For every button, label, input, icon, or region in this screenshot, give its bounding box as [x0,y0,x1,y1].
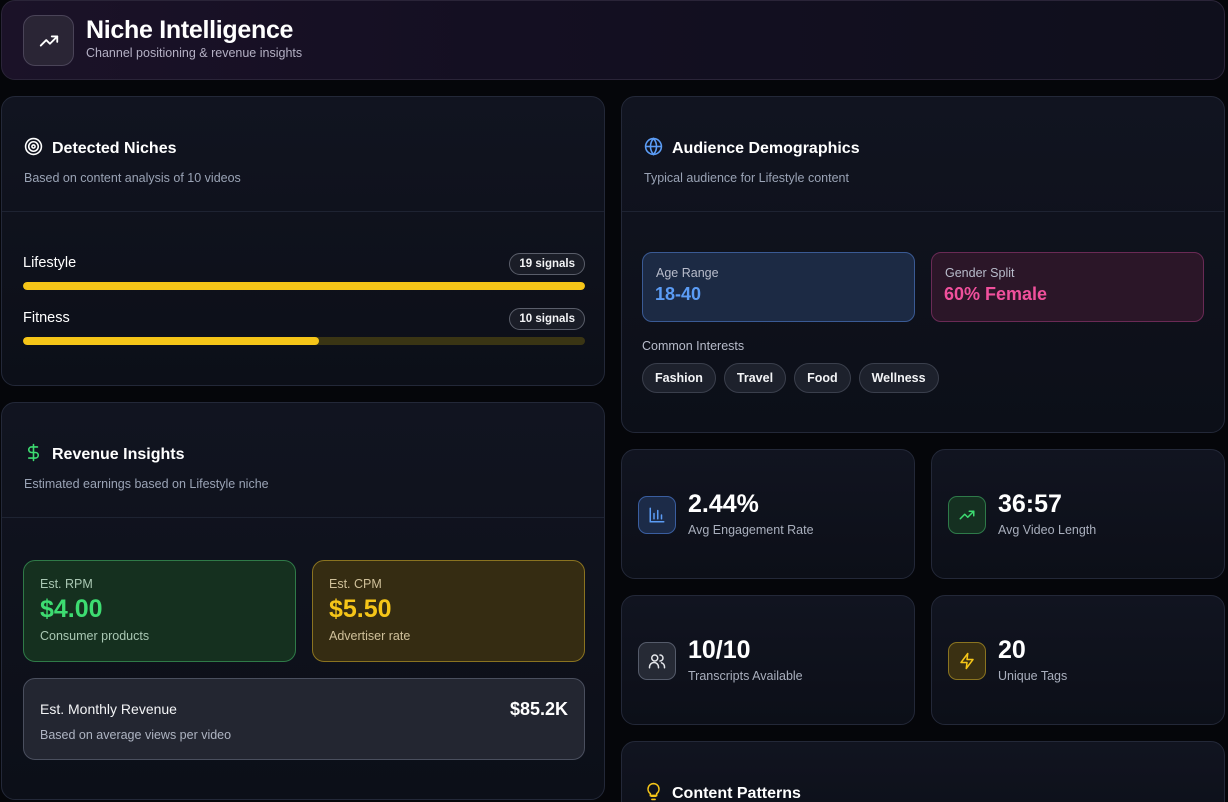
content-patterns-card: Content Patterns [621,741,1225,802]
rpm-box: Est. RPM $4.00 Consumer products [23,560,296,662]
cpm-value: $5.50 [329,595,392,623]
card-title: Detected Niches [52,140,177,157]
globe-icon [644,137,663,161]
interests-label: Common Interests [642,339,745,353]
target-icon [24,137,43,161]
rpm-note: Consumer products [40,629,150,643]
transcripts-label: Transcripts Available [688,669,803,683]
tags-label: Unique Tags [998,669,1068,683]
tags-value: 20 [998,636,1026,664]
gender-split-box: Gender Split 60% Female [931,252,1204,322]
gender-split-value: 60% Female [944,284,1048,304]
card-header: Detected Niches Based on content analysi… [2,97,604,212]
rpm-value: $4.00 [40,595,103,623]
page-header: Niche Intelligence Channel positioning &… [1,0,1225,80]
users-icon [638,642,676,680]
monthly-revenue-note: Based on average views per video [40,728,232,742]
signal-badge: 10 signals [509,308,585,330]
video-length-stat-card: 36:57 Avg Video Length [931,449,1225,579]
age-range-box: Age Range 18-40 [642,252,915,322]
lightbulb-icon [644,782,663,802]
niche-progress-track [23,337,585,345]
card-subtitle: Typical audience for Lifestyle content [644,171,849,185]
monthly-revenue-value: $85.2K [509,699,568,719]
page-subtitle: Channel positioning & revenue insights [86,46,303,60]
interest-chip: Wellness [858,363,939,393]
signal-badge: 19 signals [509,253,585,275]
niche-progress-fill [23,337,319,345]
cpm-note: Advertiser rate [329,629,411,643]
trending-up-icon [23,15,74,66]
card-title: Content Patterns [672,785,801,802]
monthly-revenue-label: Est. Monthly Revenue [40,701,177,717]
lightning-icon [948,642,986,680]
video-length-value: 36:57 [998,490,1062,518]
monthly-revenue-box: Est. Monthly Revenue Based on average vi… [23,678,585,760]
niche-progress-track [23,282,585,290]
interest-chips: Fashion Travel Food Wellness [642,363,939,393]
engagement-stat-card: 2.44% Avg Engagement Rate [621,449,915,579]
cpm-label: Est. CPM [329,577,382,591]
card-title: Audience Demographics [672,140,860,157]
age-range-label: Age Range [656,266,719,280]
detected-niches-card: Detected Niches Based on content analysi… [1,96,605,386]
trending-up-icon [948,496,986,534]
audience-demographics-card: Audience Demographics Typical audience f… [621,96,1225,433]
dollar-icon [24,443,43,467]
interest-chip: Travel [723,363,787,393]
card-subtitle: Based on content analysis of 10 videos [24,171,241,185]
rpm-label: Est. RPM [40,577,93,591]
revenue-insights-card: Revenue Insights Estimated earnings base… [1,402,605,800]
video-length-label: Avg Video Length [998,523,1097,537]
interest-chip: Food [794,363,851,393]
niche-label: Fitness [23,310,70,326]
engagement-value: 2.44% [688,490,759,518]
page-title: Niche Intelligence [86,16,294,44]
cpm-box: Est. CPM $5.50 Advertiser rate [312,560,585,662]
card-subtitle: Estimated earnings based on Lifestyle ni… [24,477,269,491]
tags-stat-card: 20 Unique Tags [931,595,1225,725]
gender-split-label: Gender Split [945,266,1015,280]
transcripts-stat-card: 10/10 Transcripts Available [621,595,915,725]
card-title: Revenue Insights [52,446,185,463]
niche-label: Lifestyle [23,255,77,271]
engagement-label: Avg Engagement Rate [688,523,814,537]
card-header: Audience Demographics Typical audience f… [622,97,1224,212]
bar-chart-icon [638,496,676,534]
card-header: Revenue Insights Estimated earnings base… [2,403,604,518]
interest-chip: Fashion [642,363,716,393]
transcripts-value: 10/10 [688,636,751,664]
niche-progress-fill [23,282,585,290]
age-range-value: 18-40 [655,284,702,304]
